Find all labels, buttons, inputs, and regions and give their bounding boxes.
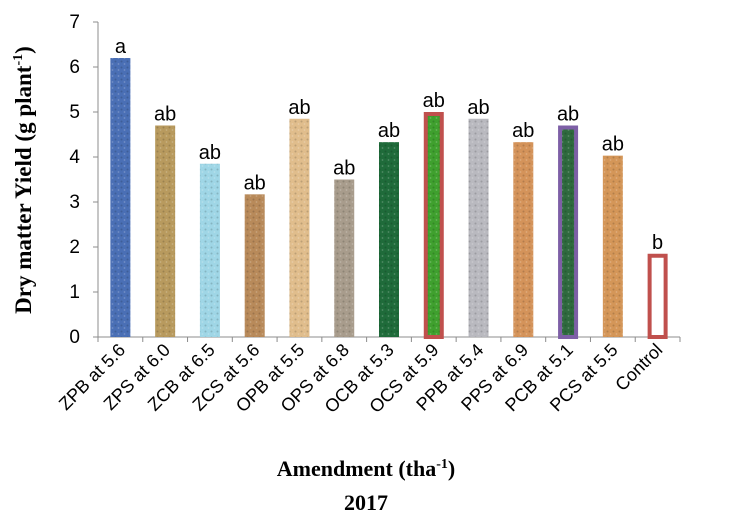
bar-texture	[199, 163, 220, 337]
bars	[110, 58, 668, 339]
y-tick-label: 6	[69, 57, 80, 78]
bar-texture	[427, 116, 440, 335]
y-tick-label: 1	[69, 282, 80, 303]
bar-texture	[562, 129, 575, 335]
significance-letter: b	[652, 232, 663, 254]
bar-texture	[468, 118, 489, 337]
bar-texture	[110, 58, 131, 337]
y-ticks: 0 1 2 3 4 5 6 7	[69, 12, 681, 348]
bar	[647, 253, 668, 339]
chart-title: 2017	[344, 490, 388, 515]
y-axis-title-tail: )	[11, 46, 36, 54]
bar-texture	[334, 179, 355, 337]
y-tick-label: 5	[69, 102, 80, 123]
bar-texture	[244, 194, 265, 337]
x-axis-title-tail: )	[448, 456, 455, 481]
x-axis-title-sup: -1	[436, 457, 448, 472]
significance-letter: ab	[199, 142, 221, 164]
significance-letter: ab	[423, 90, 445, 112]
y-tick-label: 3	[69, 192, 80, 213]
significance-letter: ab	[467, 97, 489, 119]
significance-letter: ab	[288, 97, 310, 119]
y-axis-title-main: Dry matter Yield (g plant	[11, 65, 36, 314]
y-tick-label: 7	[69, 12, 80, 33]
significance-letter: ab	[557, 104, 579, 126]
y-tick-label: 4	[69, 147, 80, 168]
significance-letter: ab	[154, 104, 176, 126]
y-axis-title-sup: -1	[11, 54, 26, 66]
x-axis-title: Amendment (tha-1)	[277, 456, 456, 481]
bar-texture	[155, 125, 176, 337]
y-tick-label: 0	[69, 327, 80, 348]
x-axis-title-main: Amendment (tha	[277, 456, 437, 481]
bar-texture	[379, 142, 399, 337]
bar-texture	[513, 142, 534, 337]
y-tick-label: 2	[69, 237, 80, 258]
bar-texture	[289, 118, 310, 337]
y-axis-title: Dry matter Yield (g plant-1)	[11, 46, 36, 314]
significance-letter: ab	[602, 134, 624, 156]
significance-letter: a	[115, 36, 127, 58]
significance-letter: ab	[244, 172, 266, 194]
bar-texture	[602, 155, 623, 337]
significance-letter: ab	[378, 120, 400, 142]
significance-letter: ab	[512, 120, 534, 142]
significance-letter: ab	[333, 158, 355, 180]
category-label: Control	[611, 340, 666, 395]
